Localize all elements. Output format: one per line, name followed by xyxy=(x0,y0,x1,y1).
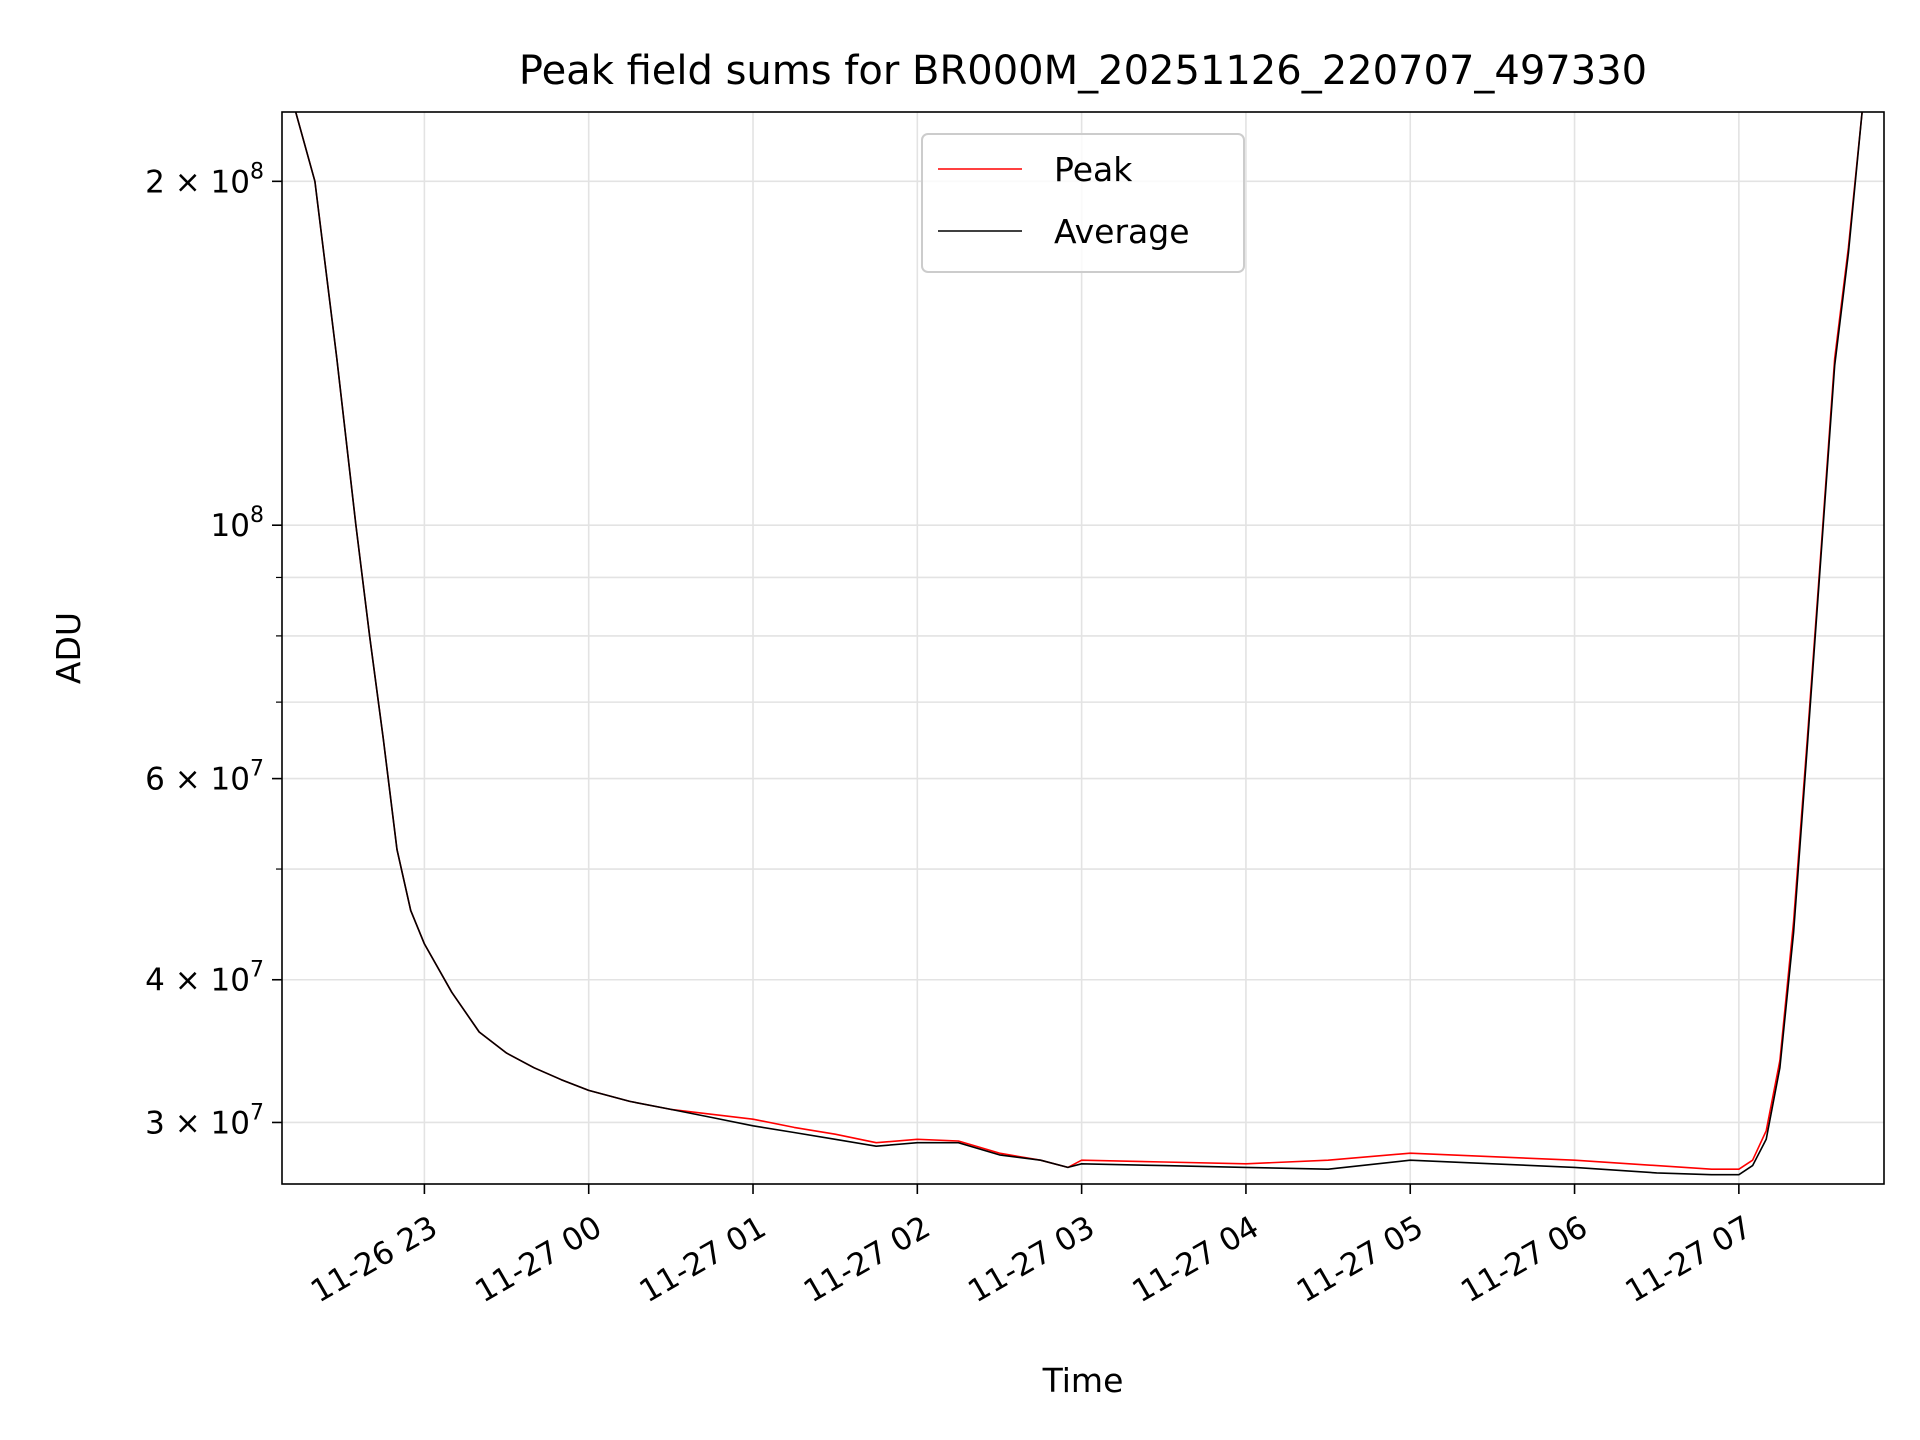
legend-label-peak: Peak xyxy=(1054,150,1133,189)
chart-title: Peak field sums for BR000M_20251126_2207… xyxy=(519,48,1647,94)
plot-frame xyxy=(281,111,1885,1185)
y-axis-ticks: 108 2 × 108 6 × 107 4 × 107 3 × 107 xyxy=(145,159,282,1141)
y-tick-label: 108 xyxy=(211,503,264,544)
y-tick-label: 6 × 107 xyxy=(145,757,264,798)
y-axis-label: ADU xyxy=(49,612,88,684)
series-line-average xyxy=(294,112,1863,1176)
series-layer xyxy=(294,112,1863,1176)
legend: Peak Average xyxy=(921,133,1245,273)
y-tick-label: 3 × 107 xyxy=(145,1100,264,1141)
x-axis-label: Time xyxy=(1042,1361,1124,1400)
y-tick-label: 2 × 108 xyxy=(145,159,264,200)
y-tick-label: 4 × 107 xyxy=(145,958,264,999)
legend-label-average: Average xyxy=(1054,212,1190,251)
